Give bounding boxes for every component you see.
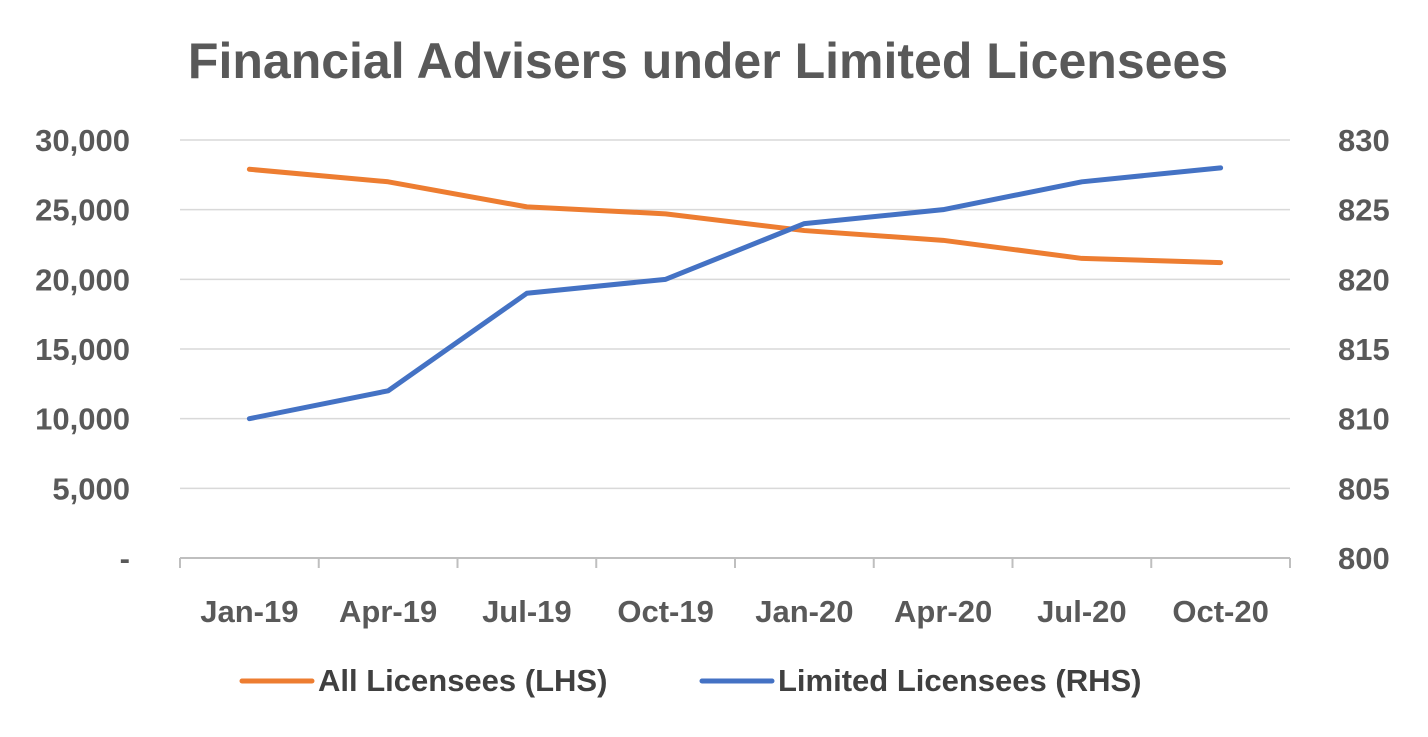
- gridlines: [180, 139, 1290, 490]
- y-right-tick-label: 825: [1338, 193, 1390, 228]
- x-tick-label: Oct-19: [617, 594, 713, 629]
- axes: Jan-19 Apr-19 Jul-19 Oct-19 Jan-20 Apr-20 Jul-…: [35, 123, 1390, 629]
- x-tick-label: Jul-19: [482, 594, 572, 629]
- series-line-1: [246, 166, 1224, 266]
- y-right-tick-label: 815: [1338, 332, 1390, 367]
- legend-label: Limited Licensees (RHS): [778, 663, 1141, 698]
- x-tick-label: Apr-19: [339, 594, 437, 629]
- legend-label: All Licensees (LHS): [318, 663, 607, 698]
- y-left-tick-label: 25,000: [35, 193, 130, 228]
- y-right-tick-label: 830: [1338, 123, 1390, 158]
- y-left-tick-label: -: [120, 541, 130, 576]
- x-tick-label: Jul-20: [1037, 594, 1127, 629]
- x-tick-label: Oct-20: [1172, 594, 1268, 629]
- y-left-tick-label: 30,000: [35, 123, 130, 158]
- x-tick-label: Jan-19: [200, 594, 298, 629]
- y-right-tick-label: 820: [1338, 262, 1390, 297]
- x-tick-label: Apr-20: [894, 594, 992, 629]
- y-right-tick-label: 810: [1338, 402, 1390, 437]
- y-left-tick-label: 10,000: [35, 402, 130, 437]
- series-line-2: [246, 165, 1224, 422]
- y-right-tick-label: 805: [1338, 471, 1390, 506]
- y-left-tick-label: 20,000: [35, 262, 130, 297]
- y-left-tick-label: 5,000: [52, 471, 130, 506]
- series-lines: [246, 165, 1224, 422]
- y-right-tick-label: 800: [1338, 541, 1390, 576]
- x-tick-label: Jan-20: [755, 594, 853, 629]
- y-left-tick-label: 15,000: [35, 332, 130, 367]
- legend: All Licensees (LHS) Limited Licensees (RH…: [239, 663, 1141, 698]
- chart-title: Financial Advisers under Limited License…: [188, 33, 1228, 89]
